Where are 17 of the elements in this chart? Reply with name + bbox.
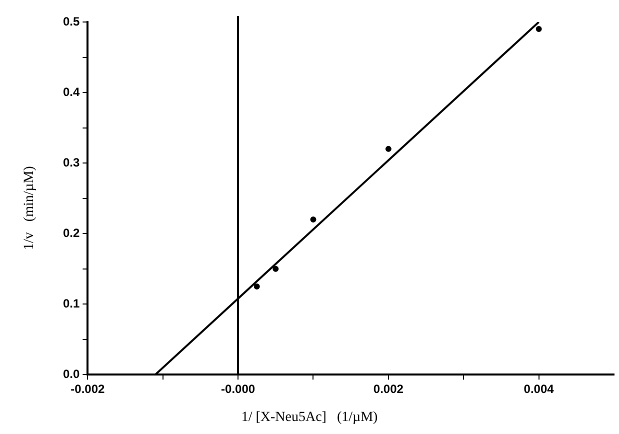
x-tick-label: -0.002	[70, 382, 106, 396]
point	[385, 146, 392, 152]
x-axis-title: 1/ [X-Neu5Ac] (1/µM)	[240, 410, 379, 426]
x-tick-label: 0.004	[524, 382, 554, 396]
point	[254, 283, 260, 290]
point	[310, 216, 316, 222]
point	[536, 26, 542, 32]
x-tick-label: 0.002	[373, 382, 404, 396]
y-tick-label: 0.1	[62, 296, 80, 310]
y-tick-label: 0.3	[62, 155, 80, 170]
point	[272, 266, 279, 272]
y-tick-label: 0.0	[62, 366, 80, 381]
y-tick-label: 0.2	[62, 226, 80, 240]
y-tick-label: 0.5	[62, 14, 80, 28]
y-axis-title: 1/v (min/µM)	[22, 165, 38, 252]
x-tick-label: -0.000	[221, 382, 256, 396]
y-tick-label: 0.4	[62, 84, 80, 99]
